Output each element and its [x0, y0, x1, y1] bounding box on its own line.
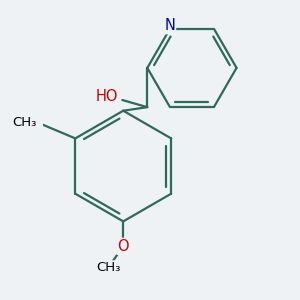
Text: CH₃: CH₃	[96, 261, 120, 274]
Text: HO: HO	[95, 89, 118, 104]
Text: CH₃: CH₃	[13, 116, 37, 129]
Text: O: O	[117, 239, 129, 254]
Text: N: N	[164, 18, 175, 33]
